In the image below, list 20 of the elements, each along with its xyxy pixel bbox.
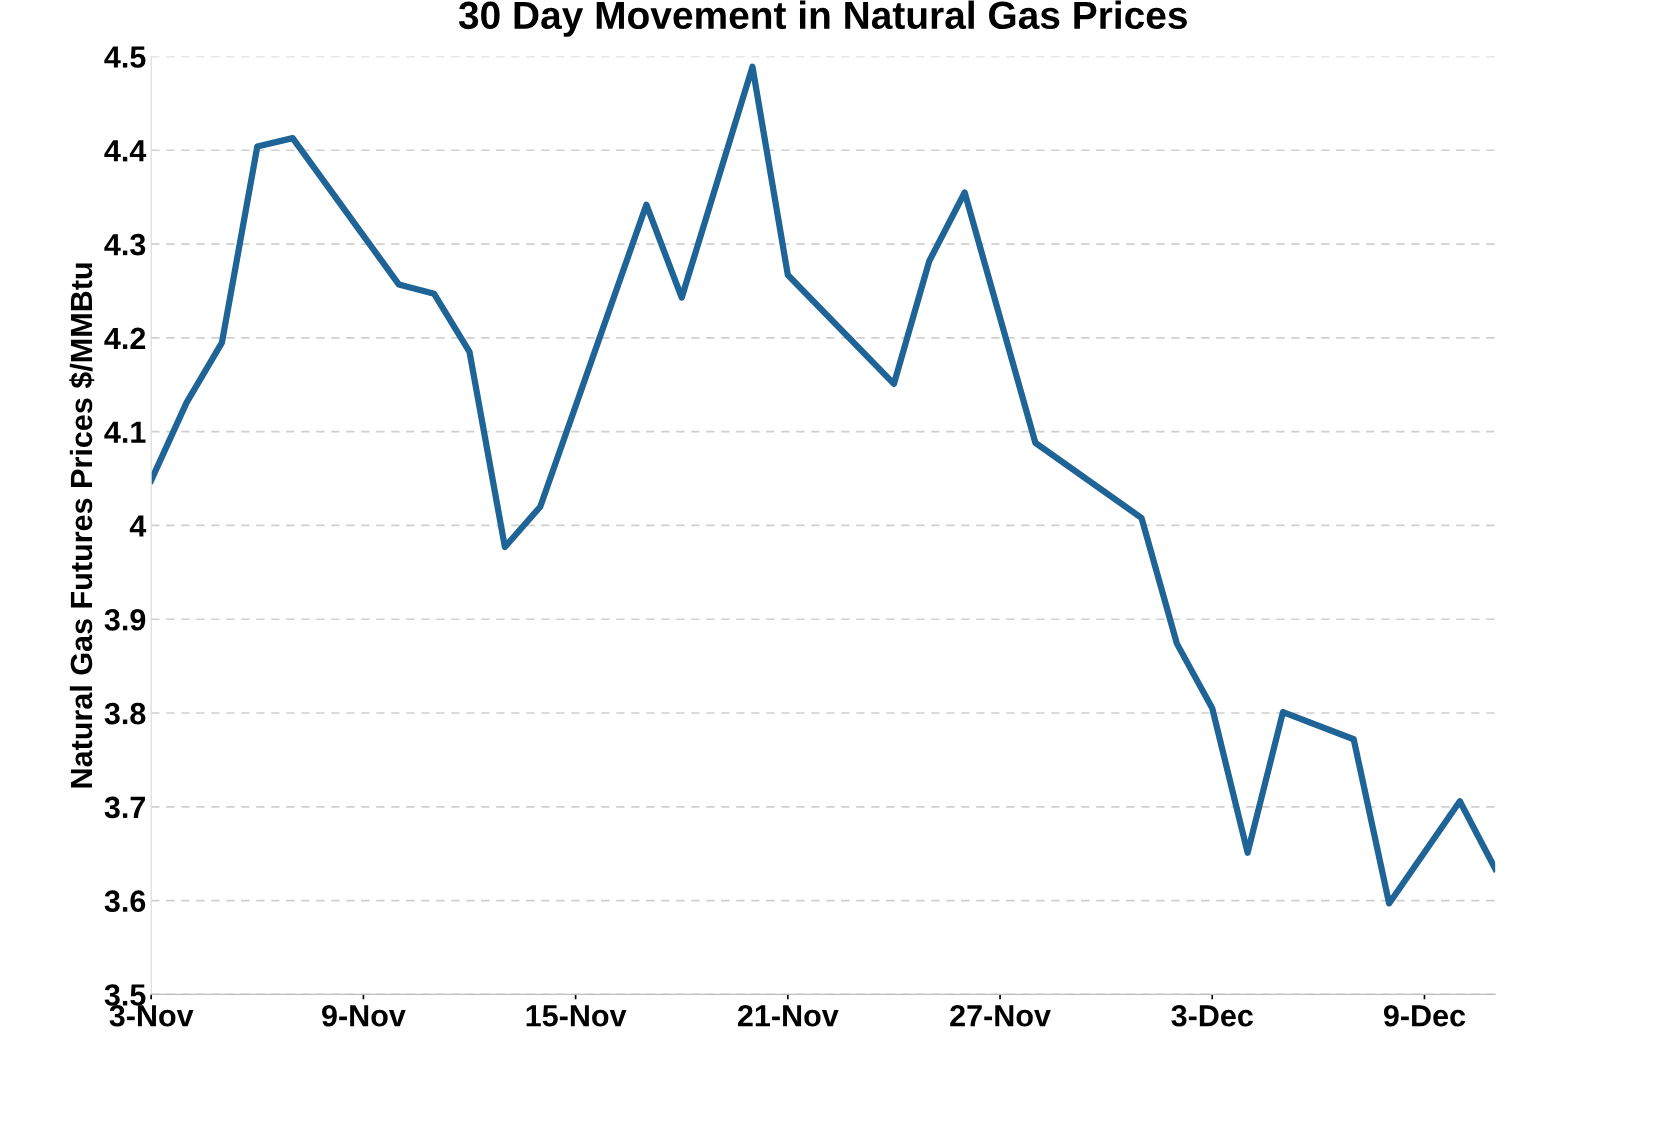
y-tick-label: 4.3 — [104, 233, 146, 256]
x-tick-label: 9-Dec — [1383, 1004, 1466, 1027]
chart-title: 30 Day Movement in Natural Gas Prices — [458, 0, 1187, 37]
y-tick-label: 4.2 — [104, 327, 146, 349]
y-tick-label: 4 — [129, 515, 147, 537]
x-tick-label: 3-Dec — [1171, 1004, 1253, 1027]
y-tick-label: 4.1 — [104, 421, 146, 443]
x-tick-label: 9-Nov — [322, 1004, 406, 1027]
x-tick-label: 21-Nov — [737, 1004, 839, 1027]
x-tick-label: 15-Nov — [526, 1005, 627, 1027]
x-tick-label: 3-Nov — [109, 1004, 194, 1027]
y-tick-label: 4.5 — [104, 46, 146, 68]
y-tick-label: 3.6 — [104, 890, 146, 913]
y-tick-label: 3.7 — [104, 796, 145, 819]
y-tick-label: 3.9 — [104, 608, 146, 631]
y-tick-label: 4.4 — [104, 140, 147, 162]
y-tick-label: 3.5 — [104, 984, 146, 1006]
y-axis-title: Natural Gas Futures Prices $/MMBtu — [69, 263, 95, 788]
y-tick-label: 3.8 — [104, 702, 146, 725]
x-tick-label: 27-Nov — [950, 1004, 1051, 1027]
